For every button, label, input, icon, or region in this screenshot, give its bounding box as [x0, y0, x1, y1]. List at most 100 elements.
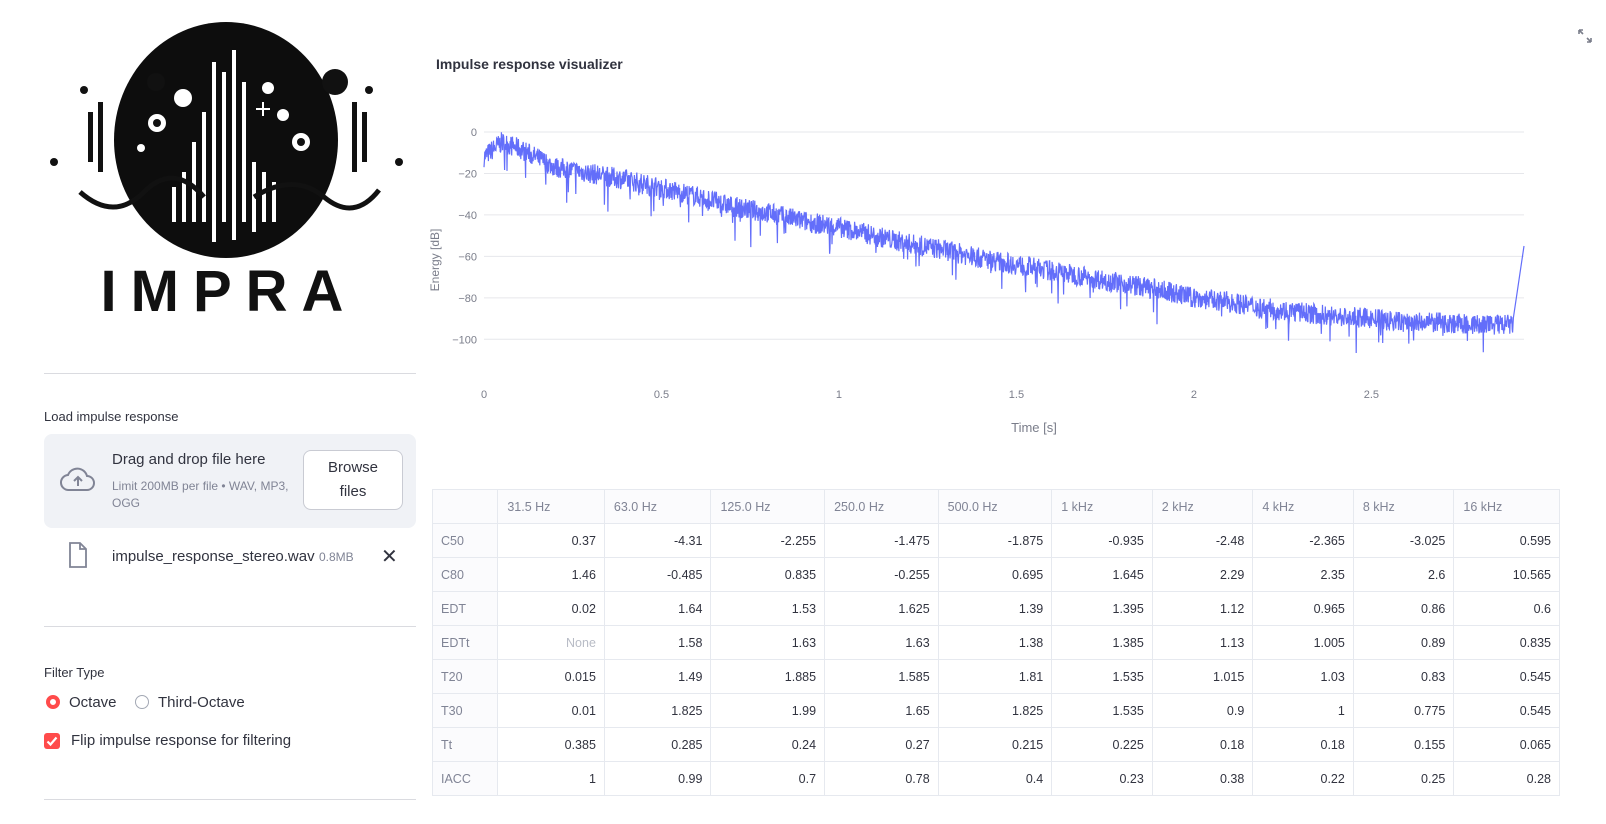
column-header[interactable]: 250.0 Hz — [824, 489, 939, 524]
table-cell[interactable]: 0.595 — [1453, 523, 1560, 558]
table-cell[interactable]: 1.885 — [710, 659, 826, 694]
table-cell[interactable]: 10.565 — [1453, 557, 1560, 592]
table-cell[interactable]: 0.18 — [1151, 727, 1254, 762]
flip-checkbox[interactable] — [44, 733, 60, 749]
table-cell[interactable]: 1.535 — [1051, 659, 1153, 694]
table-cell[interactable]: 1.645 — [1051, 557, 1153, 592]
table-cell[interactable]: 0.78 — [824, 761, 939, 796]
table-cell[interactable]: 1.395 — [1051, 591, 1153, 626]
table-cell[interactable]: 1.99 — [710, 693, 826, 728]
column-header[interactable]: 2 kHz — [1151, 489, 1254, 524]
table-cell[interactable]: 1.53 — [710, 591, 826, 626]
table-cell[interactable]: 1.385 — [1051, 625, 1153, 660]
column-header[interactable]: 31.5 Hz — [497, 489, 605, 524]
table-cell[interactable]: 0.225 — [1051, 727, 1153, 762]
column-header[interactable]: 63.0 Hz — [603, 489, 712, 524]
file-dropzone[interactable]: Drag and drop file here Limit 200MB per … — [44, 434, 416, 528]
table-cell[interactable]: 0.24 — [710, 727, 826, 762]
table-cell[interactable]: -0.935 — [1051, 523, 1153, 558]
table-cell[interactable]: 0.215 — [937, 727, 1053, 762]
table-cell[interactable]: 0.38 — [1151, 761, 1254, 796]
table-cell[interactable]: 1.015 — [1151, 659, 1254, 694]
table-cell[interactable]: 1.12 — [1151, 591, 1254, 626]
table-cell[interactable]: 1.64 — [603, 591, 712, 626]
table-cell[interactable]: 0.965 — [1252, 591, 1354, 626]
table-cell[interactable]: 1.005 — [1252, 625, 1354, 660]
table-cell[interactable]: 0.9 — [1151, 693, 1254, 728]
table-cell[interactable]: 0.835 — [1453, 625, 1560, 660]
table-cell[interactable]: 0.01 — [497, 693, 605, 728]
table-cell[interactable]: 1.58 — [603, 625, 712, 660]
fullscreen-icon[interactable] — [1577, 28, 1593, 44]
column-header[interactable]: 8 kHz — [1352, 489, 1455, 524]
table-body: C50 0.37 -4.31 -2.255 -1.475 -1.875 -0.935 -2.4… — [431, 523, 1560, 796]
table-cell[interactable]: 1.825 — [937, 693, 1053, 728]
table-cell[interactable]: 0.015 — [497, 659, 605, 694]
table-cell[interactable]: 1.49 — [603, 659, 712, 694]
table-cell[interactable]: 0.7 — [710, 761, 826, 796]
table-cell[interactable]: 1.63 — [824, 625, 939, 660]
impulse-response-chart[interactable]: 0−20−40−60−80−100 0 0.5 1 1.5 2 2.5 Time [s] … — [430, 110, 1570, 450]
table-cell[interactable]: 0.285 — [603, 727, 712, 762]
table-cell[interactable]: 0.22 — [1252, 761, 1354, 796]
table-cell[interactable]: 0.25 — [1352, 761, 1455, 796]
browse-files-button[interactable]: Browse files — [303, 450, 403, 510]
table-cell[interactable]: 1.825 — [603, 693, 712, 728]
table-cell[interactable]: None — [497, 625, 605, 660]
table-cell[interactable]: 0.6 — [1453, 591, 1560, 626]
table-cell[interactable]: 0.23 — [1051, 761, 1153, 796]
table-cell[interactable]: 1.38 — [937, 625, 1053, 660]
table-cell[interactable]: 0.775 — [1352, 693, 1455, 728]
remove-file-icon[interactable]: ✕ — [381, 546, 398, 568]
table-cell[interactable]: 0.835 — [710, 557, 826, 592]
table-cell[interactable]: -2.255 — [710, 523, 826, 558]
radio-octave[interactable]: Octave — [46, 692, 117, 712]
table-cell[interactable]: 0.89 — [1352, 625, 1455, 660]
table-cell[interactable]: -0.485 — [603, 557, 712, 592]
table-cell[interactable]: 1.03 — [1252, 659, 1354, 694]
table-cell[interactable]: 1.63 — [710, 625, 826, 660]
table-cell[interactable]: 1.13 — [1151, 625, 1254, 660]
table-cell[interactable]: 0.83 — [1352, 659, 1455, 694]
table-cell[interactable]: 1.585 — [824, 659, 939, 694]
table-cell[interactable]: 1 — [1252, 693, 1354, 728]
column-header[interactable]: 4 kHz — [1252, 489, 1354, 524]
table-cell[interactable]: -2.48 — [1151, 523, 1254, 558]
table-cell[interactable]: 1.625 — [824, 591, 939, 626]
table-cell[interactable]: -1.875 — [937, 523, 1053, 558]
table-cell[interactable]: -0.255 — [824, 557, 939, 592]
table-cell[interactable]: -4.31 — [603, 523, 712, 558]
column-header[interactable]: 125.0 Hz — [710, 489, 826, 524]
table-cell[interactable]: 2.6 — [1352, 557, 1455, 592]
table-cell[interactable]: 1.535 — [1051, 693, 1153, 728]
acoustic-parameters-table[interactable]: 31.5 Hz 63.0 Hz 125.0 Hz 250.0 Hz 500.0 Hz 1 … — [431, 489, 1560, 796]
table-cell[interactable]: 1.81 — [937, 659, 1053, 694]
table-cell[interactable]: -3.025 — [1352, 523, 1455, 558]
table-cell[interactable]: 0.545 — [1453, 693, 1560, 728]
column-header[interactable]: 16 kHz — [1453, 489, 1560, 524]
table-cell[interactable]: 0.99 — [603, 761, 712, 796]
table-cell[interactable]: -1.475 — [824, 523, 939, 558]
table-cell[interactable]: 0.065 — [1453, 727, 1560, 762]
table-cell[interactable]: 2.29 — [1151, 557, 1254, 592]
table-cell[interactable]: 1 — [497, 761, 605, 796]
table-cell[interactable]: 0.155 — [1352, 727, 1455, 762]
table-cell[interactable]: 0.4 — [937, 761, 1053, 796]
column-header[interactable]: 1 kHz — [1051, 489, 1153, 524]
table-cell[interactable]: 0.695 — [937, 557, 1053, 592]
table-cell[interactable]: 1.39 — [937, 591, 1053, 626]
table-cell[interactable]: 0.385 — [497, 727, 605, 762]
table-cell[interactable]: 0.86 — [1352, 591, 1455, 626]
table-cell[interactable]: -2.365 — [1252, 523, 1354, 558]
table-cell[interactable]: 2.35 — [1252, 557, 1354, 592]
table-cell[interactable]: 0.18 — [1252, 727, 1354, 762]
column-header[interactable]: 500.0 Hz — [937, 489, 1053, 524]
table-cell[interactable]: 0.28 — [1453, 761, 1560, 796]
table-cell[interactable]: 0.37 — [497, 523, 605, 558]
table-cell[interactable]: 1.65 — [824, 693, 939, 728]
radio-third-octave[interactable]: Third-Octave — [135, 692, 245, 712]
table-cell[interactable]: 0.545 — [1453, 659, 1560, 694]
table-cell[interactable]: 0.02 — [497, 591, 605, 626]
table-cell[interactable]: 0.27 — [824, 727, 939, 762]
table-cell[interactable]: 1.46 — [497, 557, 605, 592]
